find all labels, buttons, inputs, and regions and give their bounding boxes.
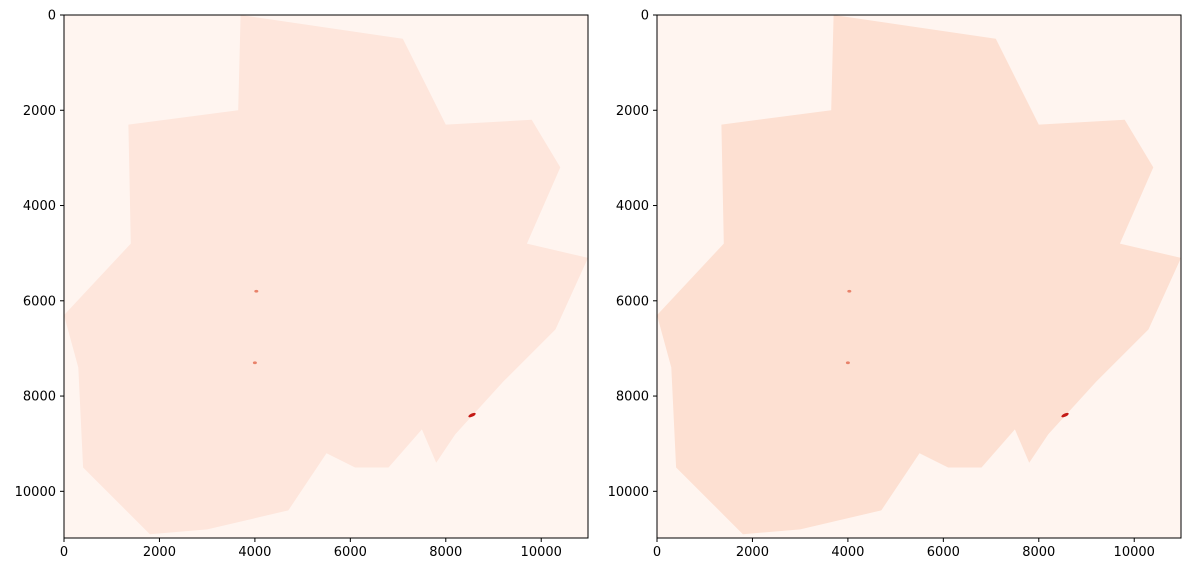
x-tick-label: 4000 — [831, 545, 864, 560]
hotspot — [847, 289, 852, 293]
x-tick-label: 8000 — [1022, 545, 1055, 560]
x-tick-label: 6000 — [927, 545, 960, 560]
y-tick-label: 8000 — [616, 390, 649, 405]
y-tick-label: 0 — [48, 9, 56, 24]
x-tick-label: 4000 — [238, 545, 271, 560]
hotspot — [845, 361, 850, 365]
y-tick-label: 4000 — [616, 199, 649, 214]
hotspot — [254, 289, 259, 293]
subplot-1: 0 2000 4000 6000 8000 10000 0 2000 4000 6000 8000 1… — [15, 9, 589, 560]
hotspot — [252, 361, 257, 365]
y-tick-label: 6000 — [23, 294, 56, 309]
y-tick-label: 2000 — [616, 104, 649, 119]
x-tick-label: 0 — [653, 545, 661, 560]
y-tick-label: 6000 — [616, 294, 649, 309]
image-region — [657, 15, 1181, 535]
x-tick-label: 10000 — [1114, 545, 1155, 560]
y-tick-label: 4000 — [23, 199, 56, 214]
hotspot — [468, 412, 476, 418]
image-region — [64, 15, 588, 535]
x-tick-label: 10000 — [521, 545, 562, 560]
subplot-2: 0 2000 4000 6000 8000 10000 0 2000 4000 6000 8000 1… — [608, 9, 1182, 560]
x-tick-label: 2000 — [143, 545, 176, 560]
y-tick-label: 0 — [641, 9, 649, 24]
x-tick-label: 0 — [60, 545, 68, 560]
x-tick-label: 8000 — [429, 545, 462, 560]
x-tick-label: 6000 — [334, 545, 367, 560]
x-tick-label: 2000 — [736, 545, 769, 560]
y-tick-label: 8000 — [23, 390, 56, 405]
axes-frame — [656, 14, 1182, 539]
y-tick-label: 2000 — [23, 104, 56, 119]
y-tick-label: 10000 — [15, 485, 56, 500]
axes-frame — [63, 14, 589, 539]
y-tick-label: 10000 — [608, 485, 649, 500]
hotspot — [1061, 412, 1069, 418]
